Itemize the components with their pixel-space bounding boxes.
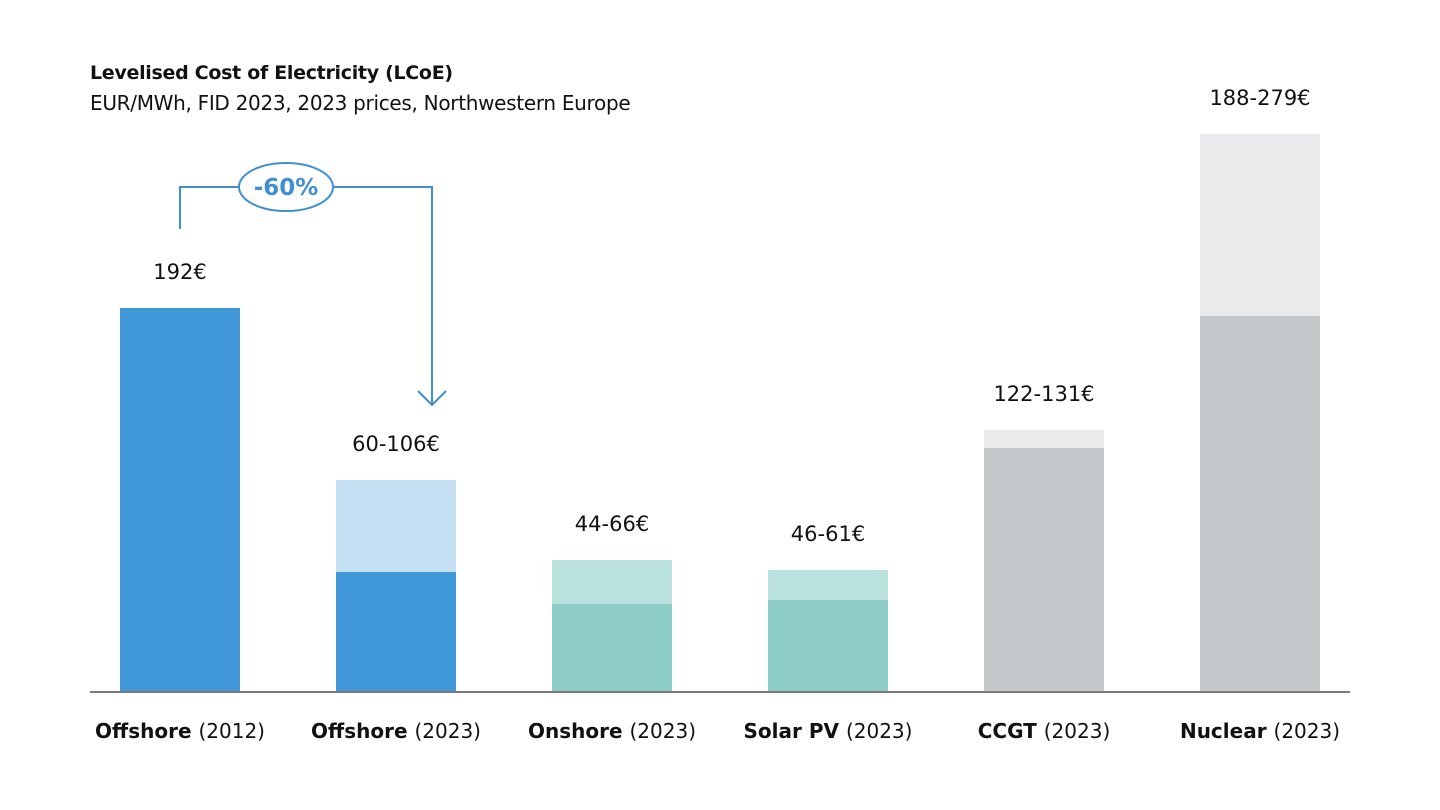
category-year: (2023)	[414, 719, 481, 743]
value-label: 44-66€	[575, 512, 649, 536]
category-year: (2012)	[198, 719, 265, 743]
bar-base-segment	[120, 308, 240, 692]
annotation-bracket-right	[334, 186, 433, 404]
category-name: CCGT	[978, 719, 1044, 743]
bar-range-segment	[1200, 134, 1320, 316]
arrow-down-icon	[417, 390, 447, 407]
reduction-label: -60%	[254, 175, 319, 201]
bar-base-segment	[552, 604, 672, 692]
bar-range-segment	[768, 570, 888, 600]
bar-base-segment	[1200, 316, 1320, 692]
category-label: Onshore (2023)	[528, 719, 696, 743]
value-labels-group: 192€ 60-106€ 44-66€ 46-61€ 122-131€ 188-279€	[153, 86, 1310, 546]
bar-range-segment	[336, 480, 456, 572]
category-label: Solar PV (2023)	[744, 719, 913, 743]
category-name: Solar PV	[744, 719, 846, 743]
chart-subtitle: EUR/MWh, FID 2023, 2023 prices, Northwes…	[90, 91, 631, 115]
bar-base-segment	[984, 448, 1104, 692]
bar-base-segment	[336, 572, 456, 692]
reduction-annotation: -60%	[179, 162, 447, 407]
value-label: 60-106€	[352, 432, 440, 456]
bar-base-segment	[768, 600, 888, 692]
category-label: Offshore (2012)	[95, 719, 265, 743]
chart-title: Levelised Cost of Electricity (LCoE)	[90, 62, 453, 84]
category-year: (2023)	[1274, 719, 1341, 743]
value-label: 192€	[153, 260, 206, 284]
value-label: 188-279€	[1209, 86, 1310, 110]
category-name: Offshore	[95, 719, 198, 743]
category-name: Nuclear	[1180, 719, 1274, 743]
category-year: (2023)	[1044, 719, 1111, 743]
annotation-bracket-left	[179, 186, 238, 229]
category-year: (2023)	[846, 719, 913, 743]
value-label: 46-61€	[791, 522, 865, 546]
annotation-ellipse	[238, 162, 334, 212]
bars-group	[120, 134, 1320, 692]
category-label: Offshore (2023)	[311, 719, 481, 743]
category-year: (2023)	[630, 719, 697, 743]
category-name: Offshore	[311, 719, 414, 743]
bar-range-segment	[984, 430, 1104, 448]
category-labels-group: Offshore (2012) Offshore (2023) Onshore (2…	[95, 719, 1340, 743]
value-label: 122-131€	[993, 382, 1094, 406]
category-name: Onshore	[528, 719, 630, 743]
category-label: CCGT (2023)	[978, 719, 1111, 743]
category-label: Nuclear (2023)	[1180, 719, 1340, 743]
bar-range-segment	[552, 560, 672, 604]
